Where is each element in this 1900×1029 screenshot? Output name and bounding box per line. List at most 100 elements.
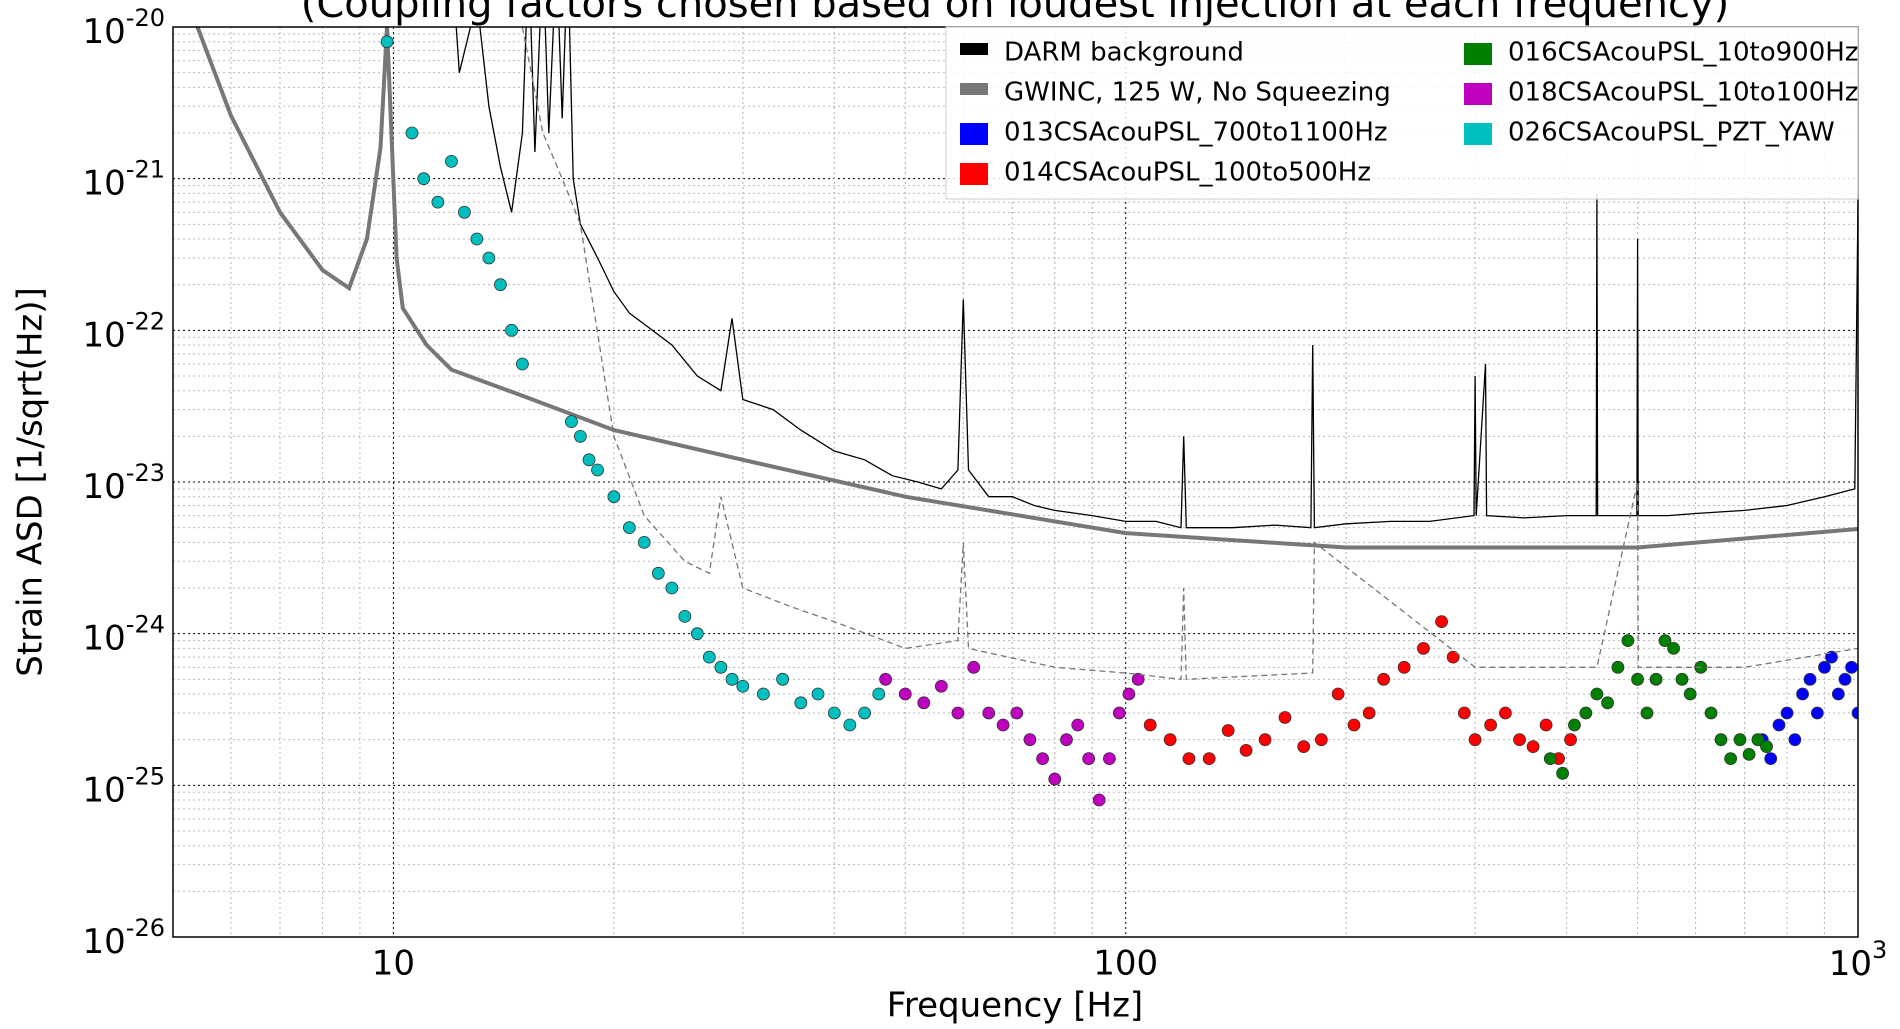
point xyxy=(1182,752,1196,766)
point xyxy=(1539,718,1553,732)
point xyxy=(678,609,692,623)
legend-label: 014CSAcouPSL_100to500Hz xyxy=(1004,158,1371,188)
legend-label: DARM background xyxy=(1004,38,1244,68)
point xyxy=(827,706,841,720)
tick-label: 10-25 xyxy=(83,762,165,810)
point xyxy=(1010,706,1024,720)
point xyxy=(1122,687,1136,701)
tick-label-exponent: -22 xyxy=(126,307,165,335)
point xyxy=(1347,718,1361,732)
point xyxy=(934,679,948,693)
point xyxy=(1818,660,1831,674)
point xyxy=(505,323,519,337)
tick-label: 10-24 xyxy=(83,611,165,659)
point xyxy=(1675,672,1689,686)
point xyxy=(843,718,857,732)
point xyxy=(1704,706,1718,720)
legend-swatch xyxy=(960,83,988,95)
point xyxy=(1568,718,1581,732)
point xyxy=(1831,687,1845,701)
point xyxy=(736,679,750,693)
point xyxy=(1435,615,1448,629)
point xyxy=(1780,706,1794,720)
point xyxy=(1640,706,1654,720)
point xyxy=(756,687,770,701)
line xyxy=(455,27,1858,529)
tick-label-exponent: 3 xyxy=(1872,936,1887,964)
point xyxy=(445,154,458,168)
point xyxy=(1112,706,1126,720)
legend-label: 026CSAcouPSL_PZT_YAW xyxy=(1508,118,1835,148)
point xyxy=(494,278,507,292)
point xyxy=(725,672,739,686)
point xyxy=(1724,752,1738,766)
legend-swatch xyxy=(960,43,988,55)
point xyxy=(951,706,965,720)
point xyxy=(565,415,578,429)
point xyxy=(1851,706,1858,720)
point xyxy=(591,463,604,477)
tick-label-base: 10 xyxy=(83,618,126,658)
point xyxy=(1764,752,1778,766)
point xyxy=(1825,650,1838,664)
point xyxy=(637,535,651,549)
plot-area xyxy=(194,27,1858,807)
point xyxy=(1579,706,1593,720)
tick-label-base: 10 xyxy=(83,467,126,507)
point xyxy=(1048,772,1062,786)
point xyxy=(811,687,825,701)
tick-label-exponent: -26 xyxy=(126,914,165,942)
point xyxy=(1484,718,1498,732)
line xyxy=(521,27,1858,681)
point xyxy=(1397,660,1411,674)
point xyxy=(714,660,728,674)
point xyxy=(982,706,996,720)
point xyxy=(1788,733,1802,747)
point xyxy=(1564,733,1577,747)
point xyxy=(996,718,1010,732)
point xyxy=(1163,733,1177,747)
point xyxy=(482,251,496,265)
point xyxy=(1036,752,1049,766)
tick-label: 10-26 xyxy=(83,914,165,962)
point xyxy=(1611,660,1625,674)
tick-label: 100 xyxy=(1093,944,1158,984)
point xyxy=(1202,752,1216,766)
point xyxy=(1845,660,1858,674)
tick-label-exponent: -23 xyxy=(126,459,165,487)
point xyxy=(1131,672,1145,686)
point xyxy=(1258,733,1272,747)
point xyxy=(1331,687,1345,701)
point xyxy=(1499,706,1512,720)
legend-label: GWINC, 125 W, No Squeezing xyxy=(1004,78,1391,108)
point xyxy=(582,453,596,467)
point xyxy=(1601,696,1614,710)
point xyxy=(967,660,981,674)
point xyxy=(1631,672,1644,686)
legend-swatch xyxy=(960,123,988,145)
point xyxy=(690,627,704,641)
point xyxy=(1556,766,1569,780)
legend-swatch xyxy=(1464,83,1492,105)
point xyxy=(1060,733,1073,747)
point xyxy=(1314,733,1328,747)
tick-label-exponent: -20 xyxy=(126,4,165,32)
point xyxy=(776,672,790,686)
point xyxy=(1590,687,1604,701)
point xyxy=(405,126,419,140)
point xyxy=(1543,752,1557,766)
point xyxy=(1023,733,1037,747)
tick-label: 10 xyxy=(372,944,415,984)
point xyxy=(1796,687,1809,701)
point xyxy=(1658,634,1672,648)
tick-label-base: 10 xyxy=(83,12,126,52)
point xyxy=(1526,740,1540,754)
point xyxy=(1239,743,1253,757)
tick-label-base: 10 xyxy=(1829,944,1872,984)
tick-label: 10-20 xyxy=(83,4,165,52)
tick-label-base: 10 xyxy=(83,163,126,203)
point xyxy=(470,232,484,246)
tick-label: 10-21 xyxy=(83,156,165,204)
point xyxy=(898,687,912,701)
point xyxy=(1278,711,1292,724)
